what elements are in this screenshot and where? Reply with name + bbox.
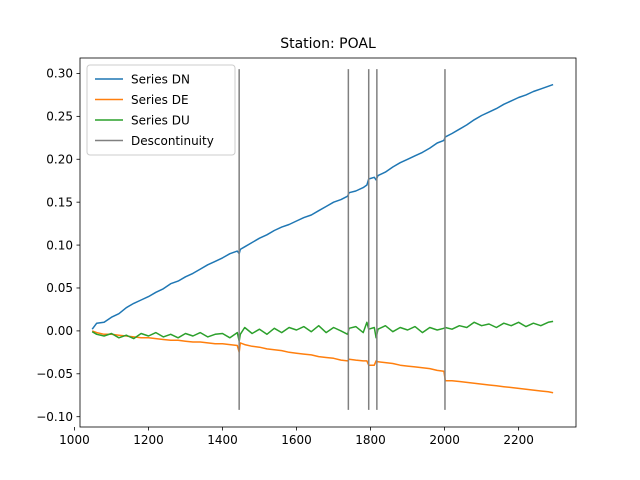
y-tick-label: 0.20 [46,152,73,166]
series-line-1 [91,83,554,330]
x-tick-label: 1000 [59,433,90,447]
y-tick-label: −0.10 [36,410,73,424]
legend: Series DN Series DE Series DU Descontinuity [86,64,236,156]
x-tick-label: 1600 [281,433,312,447]
y-tick-label: 0.00 [46,324,73,338]
y-tick-label: 0.05 [46,281,73,295]
y-axis: −0.10 −0.05 0.00 0.05 0.10 0.15 0.20 0.25 0.30 [36,67,80,424]
x-axis: 1000 1200 1400 1600 1800 2000 2200 [59,427,534,447]
legend-label: Descontinuity [131,134,214,148]
series-line-2 [91,330,554,394]
legend-label: Series DU [131,113,190,127]
y-tick-label: 0.10 [46,238,73,252]
legend-box [86,64,236,156]
x-tick-label: 2200 [503,433,534,447]
x-tick-label: 1200 [133,433,164,447]
y-tick-label: 0.15 [46,195,73,209]
y-tick-label: 0.25 [46,110,73,124]
legend-label: Series DN [131,72,190,86]
plot-area [79,57,577,428]
chart-title: Station: POAL [280,36,376,52]
plot-frame [79,57,577,428]
x-tick-label: 2000 [429,433,460,447]
legend-label: Series DE [131,93,189,107]
x-tick-label: 1400 [207,433,238,447]
series-line-3 [91,320,554,342]
x-tick-label: 1800 [355,433,386,447]
y-tick-label: −0.05 [36,367,73,381]
y-tick-label: 0.30 [46,67,73,81]
